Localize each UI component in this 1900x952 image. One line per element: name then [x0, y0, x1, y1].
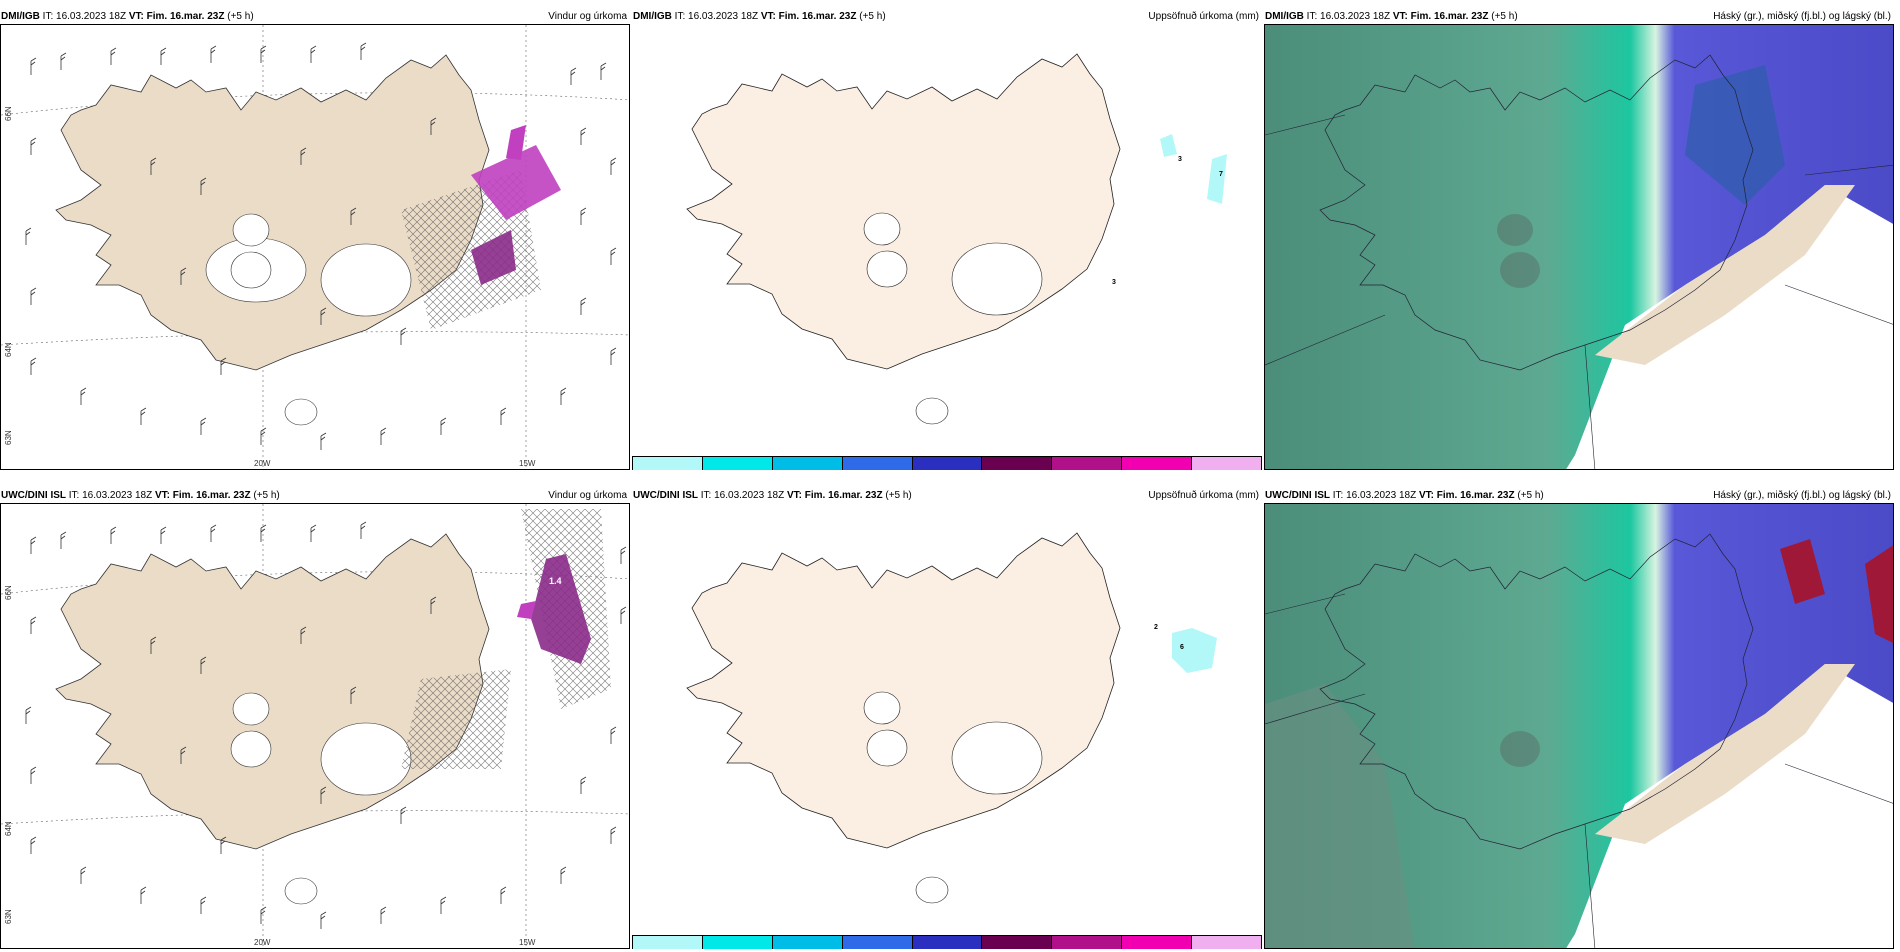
- lat-label: 66N: [4, 585, 13, 600]
- panel-title: Vindur og úrkoma: [548, 490, 627, 501]
- panel-accum-precip-uwc: UWC/DINI ISL IT: 16.03.2023 18Z VT: Fim.…: [632, 487, 1262, 952]
- model-name: DMI/IGB: [1, 11, 40, 22]
- valid-time: Fim. 16.mar. 23Z: [1436, 490, 1515, 501]
- valid-time: Fim. 16.mar. 23Z: [778, 11, 857, 22]
- lat-label: 64N: [4, 821, 13, 836]
- accum-value: 6: [1180, 644, 1184, 651]
- cloud-map-svg: [1265, 25, 1893, 469]
- panel-header: DMI/IGB IT: 16.03.2023 18Z VT: Fim. 16.m…: [1264, 8, 1894, 26]
- model-name: DMI/IGB: [633, 11, 672, 22]
- init-time: IT: 16.03.2023 18Z: [68, 490, 153, 501]
- valid-time-label: VT:: [1418, 490, 1434, 501]
- panel-title: Háský (gr.), miðský (fj.bl.) og lágský (…: [1713, 11, 1891, 22]
- panel-title: Háský (gr.), miðský (fj.bl.) og lágský (…: [1713, 490, 1891, 501]
- accum-value: 7: [1219, 171, 1223, 178]
- lead-time: (+5 h): [1491, 11, 1518, 22]
- colorbar-swatch: [702, 936, 773, 949]
- init-time: IT: 16.03.2023 18Z: [674, 11, 759, 22]
- panel-header: DMI/IGB IT: 16.03.2023 18Z VT: Fim. 16.m…: [0, 8, 630, 26]
- colorbar-swatch: [702, 457, 773, 470]
- lat-label: 64N: [4, 342, 13, 357]
- colorbar-swatch: [982, 457, 1053, 470]
- colorbar-swatch: [842, 457, 913, 470]
- valid-time-label: VT:: [1392, 11, 1408, 22]
- panel-title: Uppsöfnuð úrkoma (mm): [1148, 490, 1259, 501]
- valid-time: Fim. 16.mar. 23Z: [804, 490, 883, 501]
- panel-title: Uppsöfnuð úrkoma (mm): [1148, 11, 1259, 22]
- map-area: [1264, 24, 1894, 470]
- colorbar-swatch: [772, 457, 843, 470]
- valid-time: Fim. 16.mar. 23Z: [1410, 11, 1489, 22]
- lead-time: (+5 h): [253, 490, 280, 501]
- colorbar-swatch: [912, 457, 983, 470]
- lat-label: 63N: [4, 909, 13, 924]
- panel-header: UWC/DINI ISL IT: 16.03.2023 18Z VT: Fim.…: [1264, 487, 1894, 505]
- colorbar-swatch: [633, 936, 703, 949]
- lon-label: 15W: [519, 938, 536, 947]
- lat-label: 63N: [4, 430, 13, 445]
- model-name: DMI/IGB: [1265, 11, 1304, 22]
- colorbar-swatch: [912, 936, 983, 949]
- valid-time-label: VT:: [154, 490, 170, 501]
- panel-clouds-dmi: DMI/IGB IT: 16.03.2023 18Z VT: Fim. 16.m…: [1264, 8, 1894, 473]
- panel-header: UWC/DINI ISL IT: 16.03.2023 18Z VT: Fim.…: [0, 487, 630, 505]
- valid-time-label: VT:: [760, 11, 776, 22]
- panel-wind-precip-dmi: DMI/IGB IT: 16.03.2023 18Z VT: Fim. 16.m…: [0, 8, 630, 473]
- init-time: IT: 16.03.2023 18Z: [42, 11, 127, 22]
- accum-map-svg: 3 7 3: [686, 53, 1227, 425]
- valid-time-label: VT:: [786, 490, 802, 501]
- accum-value: 3: [1178, 156, 1182, 163]
- colorbar-swatch: [1052, 936, 1123, 949]
- colorbar-swatch: [1052, 457, 1123, 470]
- lead-time: (+5 h): [1517, 490, 1544, 501]
- lead-time: (+5 h): [227, 11, 254, 22]
- lat-label: 66N: [4, 106, 13, 121]
- colorbar-swatch: [772, 936, 843, 949]
- map-area: 2 6 110255075100150200400: [632, 503, 1262, 949]
- lon-label: 20W: [254, 459, 271, 468]
- accum-value: 3: [1112, 279, 1116, 286]
- valid-time: Fim. 16.mar. 23Z: [146, 11, 225, 22]
- colorbar: [632, 456, 1262, 470]
- map-area: [1264, 503, 1894, 949]
- map-area: 3 7 3 110255075100150200400: [632, 24, 1262, 470]
- colorbar-swatch: [1122, 936, 1193, 949]
- init-time: IT: 16.03.2023 18Z: [1306, 11, 1391, 22]
- map-area: 1.4 66N 64N 63N 20W 15W: [0, 503, 630, 949]
- accum-value: 2: [1154, 624, 1158, 631]
- wind-map-svg: [1, 25, 629, 469]
- panel-clouds-uwc: UWC/DINI ISL IT: 16.03.2023 18Z VT: Fim.…: [1264, 487, 1894, 952]
- model-name: UWC/DINI ISL: [1, 490, 66, 501]
- wind-map-svg: 1.4: [1, 504, 629, 948]
- panel-title: Vindur og úrkoma: [548, 11, 627, 22]
- valid-time-label: VT:: [128, 11, 144, 22]
- colorbar-swatch: [633, 457, 703, 470]
- panel-wind-precip-uwc: UWC/DINI ISL IT: 16.03.2023 18Z VT: Fim.…: [0, 487, 630, 952]
- valid-time: Fim. 16.mar. 23Z: [172, 490, 251, 501]
- panel-accum-precip-dmi: DMI/IGB IT: 16.03.2023 18Z VT: Fim. 16.m…: [632, 8, 1262, 473]
- accum-map-svg: 2 6: [686, 532, 1217, 904]
- panel-header: UWC/DINI ISL IT: 16.03.2023 18Z VT: Fim.…: [632, 487, 1262, 505]
- precip-value: 1.4: [549, 576, 562, 586]
- map-area: 66N 64N 63N 20W 15W: [0, 24, 630, 470]
- lon-label: 20W: [254, 938, 271, 947]
- panel-header: DMI/IGB IT: 16.03.2023 18Z VT: Fim. 16.m…: [632, 8, 1262, 26]
- model-name: UWC/DINI ISL: [633, 490, 698, 501]
- model-name: UWC/DINI ISL: [1265, 490, 1330, 501]
- cloud-map-svg: [1265, 504, 1893, 948]
- colorbar-swatch: [1192, 936, 1262, 949]
- colorbar-swatch: [842, 936, 913, 949]
- lead-time: (+5 h): [859, 11, 886, 22]
- lead-time: (+5 h): [885, 490, 912, 501]
- init-time: IT: 16.03.2023 18Z: [1332, 490, 1417, 501]
- lon-label: 15W: [519, 459, 536, 468]
- colorbar-swatch: [1122, 457, 1193, 470]
- colorbar-swatch: [1192, 457, 1262, 470]
- colorbar-swatch: [982, 936, 1053, 949]
- colorbar: [632, 935, 1262, 949]
- init-time: IT: 16.03.2023 18Z: [700, 490, 785, 501]
